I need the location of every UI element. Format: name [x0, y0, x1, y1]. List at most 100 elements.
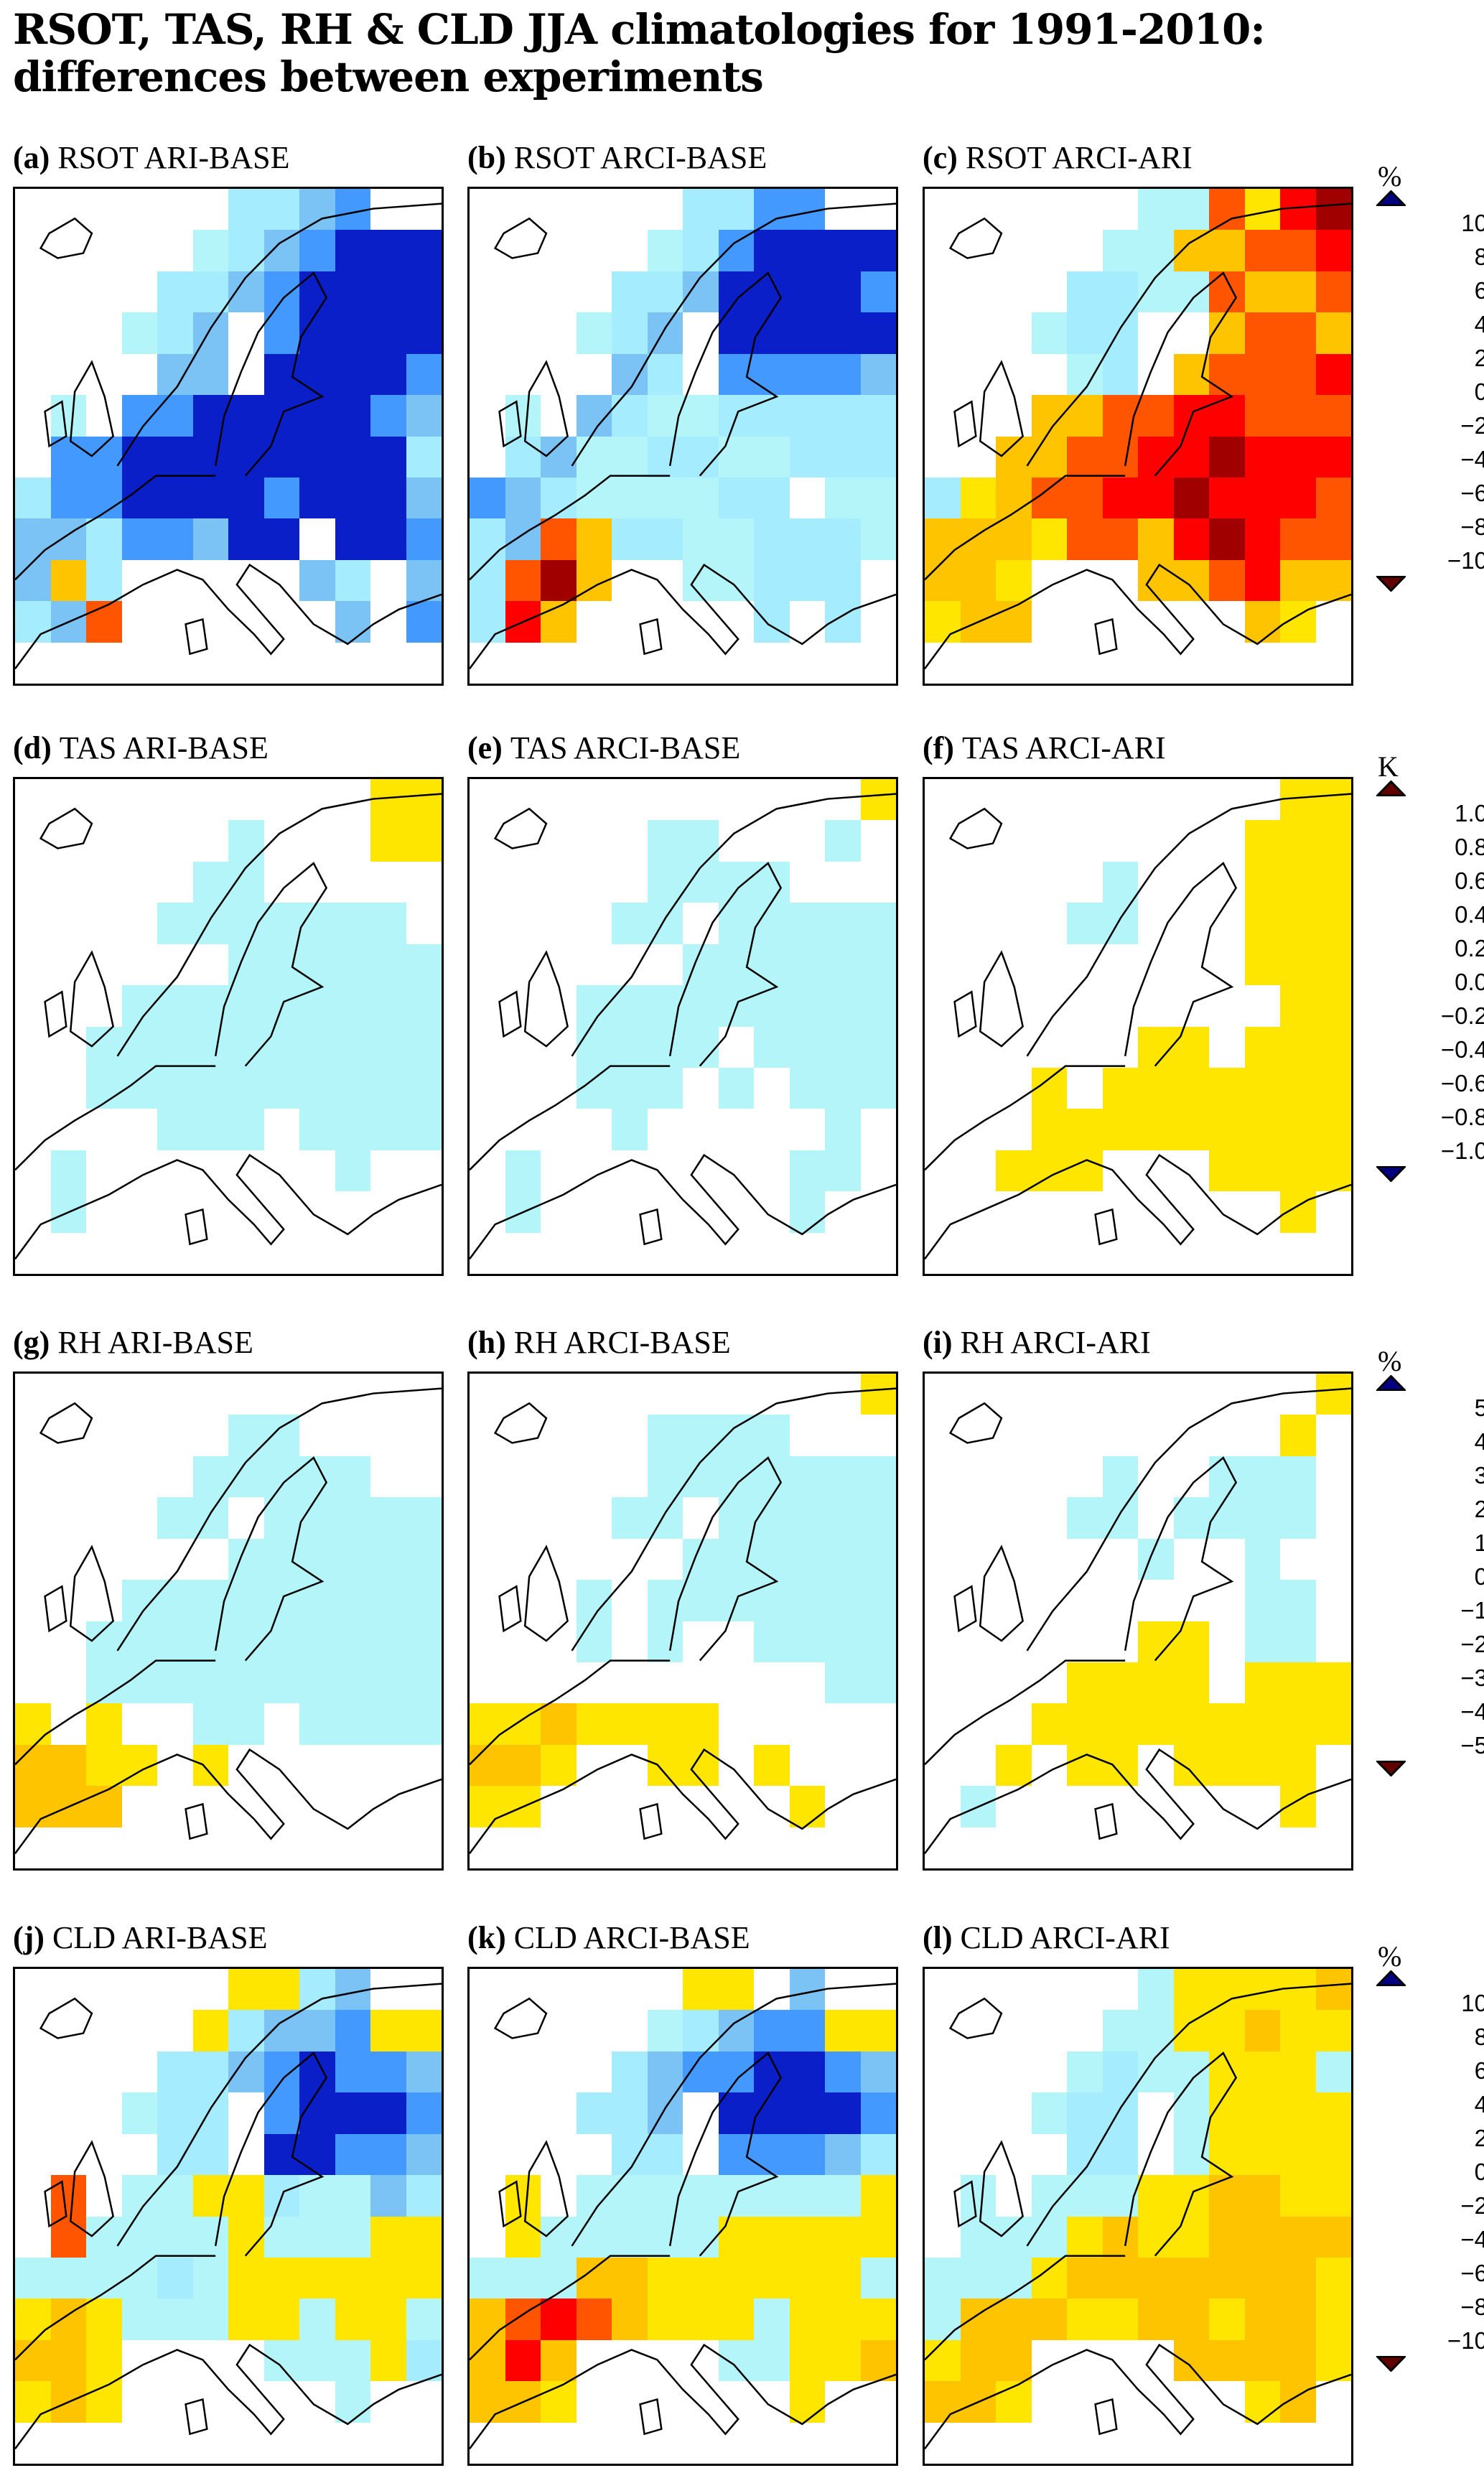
map-panel	[13, 187, 444, 686]
coastline	[215, 1458, 326, 1660]
heatmap-cell	[15, 1786, 51, 1827]
heatmap-cell	[860, 944, 896, 986]
coastline	[670, 2053, 780, 2255]
panel-title: RH ARI-BASE	[57, 1325, 253, 1360]
heatmap-cell	[1031, 1191, 1067, 1233]
heatmap-cell	[121, 601, 157, 643]
heatmap-cell	[228, 1621, 264, 1662]
heatmap-cell	[1173, 2051, 1209, 2093]
heatmap-cell	[406, 1191, 442, 1233]
heatmap-cell	[15, 2092, 51, 2134]
heatmap-cell	[576, 2010, 612, 2051]
panel-id: (e)	[467, 730, 510, 765]
heatmap-cell	[789, 1109, 825, 1150]
heatmap-cell	[960, 1744, 996, 1787]
coastline-overlay	[15, 1374, 442, 1868]
heatmap-cell	[121, 1415, 157, 1456]
colorbar-tick-label: −6	[1460, 2259, 1484, 2286]
heatmap-cell	[1280, 559, 1316, 602]
heatmap-cell	[612, 1456, 648, 1498]
heatmap-cell	[192, 1109, 228, 1150]
heatmap-cell	[960, 1621, 996, 1662]
heatmap-cell	[1315, 353, 1351, 396]
heatmap-cell	[754, 2299, 790, 2340]
heatmap-cell	[335, 2339, 370, 2382]
heatmap-cell	[1102, 1232, 1138, 1274]
heatmap-cell	[825, 944, 861, 986]
heatmap-cell	[370, 1538, 406, 1580]
heatmap-cell	[718, 861, 754, 903]
panel-id: (j)	[13, 1920, 52, 1955]
heatmap-cell	[15, 779, 51, 821]
heatmap-cell	[50, 2257, 86, 2299]
heatmap-cell	[1209, 2175, 1245, 2217]
heatmap-cell	[1067, 436, 1103, 478]
heatmap-cell	[996, 1374, 1032, 1415]
heatmap-cell	[370, 779, 406, 821]
colorbar-tick-label: −0.2	[1440, 1002, 1484, 1029]
heatmap-cell	[406, 861, 442, 903]
heatmap-cell	[789, 2051, 825, 2093]
heatmap-cell	[1138, 518, 1174, 560]
heatmap-cell	[1209, 820, 1245, 862]
colorbar-tick-label: 0.8	[1455, 833, 1484, 860]
heatmap-cell	[192, 1786, 228, 1827]
heatmap-cell	[1031, 642, 1067, 684]
heatmap-cell	[576, 1621, 612, 1662]
heatmap-cell	[1173, 1067, 1209, 1109]
heatmap-cell	[505, 861, 541, 903]
heatmap-cell	[541, 2339, 577, 2382]
heatmap-cell	[299, 779, 335, 821]
heatmap-cell	[1031, 2381, 1067, 2423]
heatmap-cell	[1315, 1232, 1351, 1274]
heatmap-cell	[925, 559, 961, 602]
heatmap-cell	[1173, 1703, 1209, 1745]
heatmap-cell	[925, 779, 961, 821]
heatmap-cell	[86, 559, 122, 602]
heatmap-cell	[576, 518, 612, 560]
heatmap-cell	[1244, 2257, 1280, 2299]
heatmap-cell	[1209, 518, 1245, 560]
heatmap-cell	[228, 1067, 264, 1109]
heatmap-cell	[789, 2092, 825, 2134]
heatmap-cell	[1067, 312, 1103, 354]
coastline	[670, 273, 780, 475]
heatmap-cell	[263, 230, 299, 271]
heatmap-cell	[335, 1456, 370, 1498]
heatmap-cell	[15, 518, 51, 560]
heatmap-cell	[299, 944, 335, 986]
heatmap-cell	[576, 1456, 612, 1498]
heatmap-cell	[789, 1538, 825, 1580]
heatmap-cell	[541, 1786, 577, 1827]
heatmap-cell	[576, 1827, 612, 1868]
heatmap-cell	[263, 1026, 299, 1068]
heatmap-cell	[50, 2051, 86, 2093]
heatmap-cell	[541, 1580, 577, 1621]
heatmap-cell	[406, 1580, 442, 1621]
heatmap-cell	[505, 518, 541, 560]
colorbar-tick-label: 2	[1474, 344, 1484, 371]
coastline	[15, 1155, 442, 1259]
colorbar-tick-label: 0.6	[1455, 867, 1484, 894]
heatmap-cell	[1173, 1109, 1209, 1150]
heatmap-cell	[406, 1026, 442, 1068]
heatmap-cell	[50, 903, 86, 944]
heatmap-cell	[263, 477, 299, 519]
heatmap-cell	[505, 1827, 541, 1868]
heatmap-cell	[1102, 1191, 1138, 1233]
heatmap-cell	[505, 903, 541, 944]
heatmap-cell	[263, 1109, 299, 1150]
heatmap-cell	[576, 271, 612, 313]
heatmap-cell	[683, 518, 719, 560]
heatmap-cell	[1209, 642, 1245, 684]
heatmap-cell	[647, 1703, 683, 1745]
coastline	[118, 794, 442, 1056]
coastline	[640, 1209, 662, 1244]
heatmap-cell	[647, 861, 683, 903]
heatmap-cell	[576, 1026, 612, 1068]
panel-title: TAS ARI-BASE	[59, 730, 269, 765]
heatmap-cell	[754, 1415, 790, 1456]
heatmap-cell	[121, 436, 157, 478]
heatmap-cell	[406, 1744, 442, 1787]
heatmap-cell	[370, 985, 406, 1027]
